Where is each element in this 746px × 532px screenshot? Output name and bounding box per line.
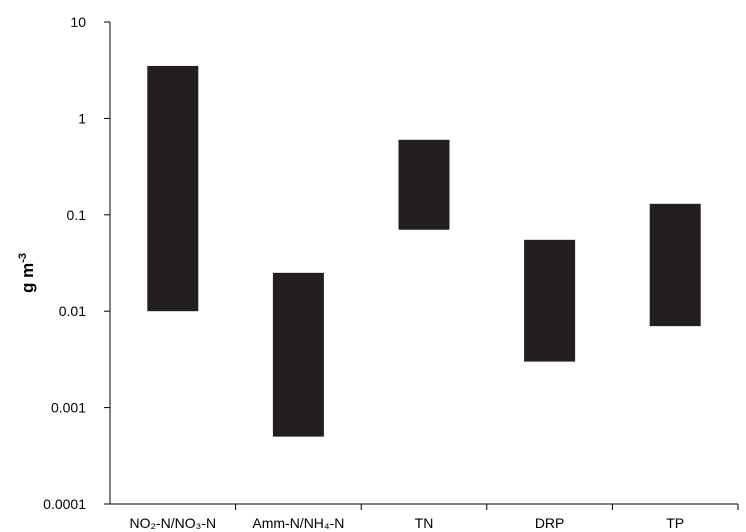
y-tick-label: 0.001 [51,400,86,416]
plot-area [147,65,701,437]
y-axis-label-base: g m [18,263,37,293]
y-tick-label: 10 [70,14,86,30]
x-category-label: TN [415,515,434,531]
y-axis-ticks: 10 1 0.1 0.01 0.001 0.0001 [43,14,110,512]
range-bar [272,272,324,437]
x-category-label: NO₂-N/NO₃-N [130,515,217,531]
range-bar [147,65,199,312]
x-category-label: TP [666,515,684,531]
range-bar [649,203,701,327]
y-tick-label: 1 [78,110,86,126]
y-tick-label: 0.0001 [43,496,86,512]
range-bar [524,239,576,362]
y-tick-label: 0.1 [67,207,87,223]
range-bar [398,139,450,230]
x-axis-ticks: NO₂-N/NO₃-N Amm-N/NH₄-N TN DRP TP [130,504,739,531]
y-tick-label: 0.01 [59,303,86,319]
y-axis-label-exponent: -3 [17,253,29,263]
x-category-label: DRP [535,515,565,531]
y-axis-label: g m-3 [17,253,37,293]
x-category-label: Amm-N/NH₄-N [252,515,344,531]
